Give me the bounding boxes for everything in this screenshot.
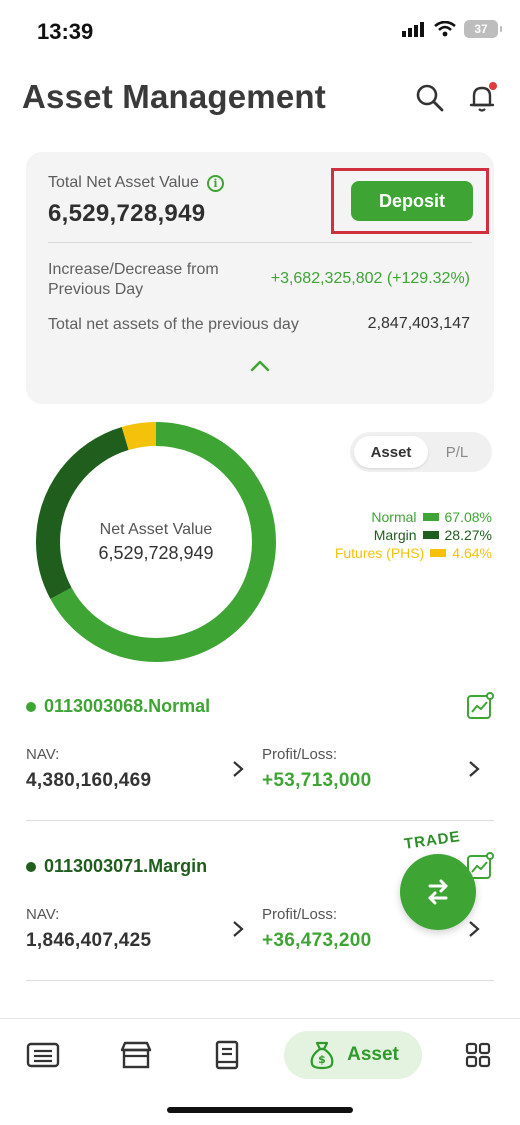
total-nav-label: Total Net Asset Value i: [48, 174, 224, 192]
header: Asset Management: [0, 62, 520, 142]
nav-asset-label: Asset: [347, 1044, 399, 1065]
chart-icon: [467, 692, 494, 719]
account-dot: [26, 701, 36, 712]
chevron-up-icon: [250, 360, 270, 372]
chevron-right-icon[interactable]: [468, 920, 480, 938]
chevron-right-icon[interactable]: [232, 920, 244, 938]
list-icon: [26, 1042, 60, 1068]
signal-icon: [402, 22, 424, 37]
account-divider: [26, 980, 494, 981]
donut-center-value: 6,529,728,949: [98, 542, 214, 563]
chart-legend: Normal 67.08% Margin 28.27% Futures (PHS…: [335, 508, 492, 562]
nav-asset[interactable]: $ Asset: [284, 1031, 422, 1079]
account-title: 0113003068.Normal: [26, 696, 210, 717]
card-divider: [48, 242, 472, 243]
previous-day-label: Total net assets of the previous day: [48, 316, 299, 333]
info-icon[interactable]: i: [206, 174, 224, 192]
legend-item-futures: Futures (PHS) 4.64%: [335, 544, 492, 562]
store-icon: [120, 1041, 152, 1069]
legend-swatch: [422, 531, 439, 539]
nav-book[interactable]: [209, 1039, 245, 1071]
change-label-line2: Previous Day: [48, 281, 144, 298]
account-title: 0113003071.Margin: [26, 856, 207, 877]
nav-list[interactable]: [25, 1039, 61, 1071]
change-label: Increase/Decrease from Previous Day: [48, 260, 219, 300]
nav-label: NAV:: [26, 906, 60, 923]
page-title: Asset Management: [22, 78, 326, 115]
deposit-highlight-frame: Deposit: [331, 168, 489, 234]
wifi-icon: [434, 21, 456, 37]
nav-market[interactable]: [118, 1039, 154, 1071]
chart-icon: [467, 852, 494, 879]
search-button[interactable]: [414, 82, 446, 114]
account-chart-button[interactable]: [466, 852, 494, 880]
legend-swatch: [430, 549, 447, 557]
legend-value: 4.64%: [452, 545, 492, 561]
nav-label: NAV:: [26, 746, 60, 763]
total-nav-value: 6,529,728,949: [48, 200, 206, 227]
pl-label: Profit/Loss:: [262, 746, 338, 763]
pl-value: +36,473,200: [262, 930, 372, 951]
pl-label: Profit/Loss:: [262, 906, 338, 923]
trade-button[interactable]: [400, 854, 476, 930]
nav-value: 4,380,160,469: [26, 770, 152, 791]
toggle-asset[interactable]: Asset: [354, 436, 428, 468]
donut-svg: [36, 422, 276, 662]
donut-center-label: Net Asset Value: [99, 520, 213, 538]
chevron-right-icon[interactable]: [468, 760, 480, 778]
legend-item-margin: Margin 28.27%: [335, 526, 492, 544]
status-time: 13:39: [37, 19, 94, 44]
trade-label: TRADE: [403, 828, 462, 853]
status-icons: 37: [402, 20, 502, 38]
nav-value: 1,846,407,425: [26, 930, 152, 951]
legend-value: 67.08%: [444, 509, 492, 525]
account-title-text: 0113003071.Margin: [44, 856, 208, 876]
search-icon: [416, 84, 444, 112]
status-bar: 13:39 37: [0, 0, 520, 62]
donut-center: Net Asset Value 6,529,728,949: [34, 420, 278, 664]
legend-name: Normal: [371, 509, 417, 525]
legend-swatch: [422, 513, 439, 521]
collapse-button[interactable]: [248, 358, 272, 374]
account-dot: [26, 861, 36, 872]
previous-day-value: 2,847,403,147: [367, 315, 470, 332]
deposit-button[interactable]: Deposit: [351, 181, 473, 221]
notification-dot: [489, 82, 497, 90]
change-value: +3,682,325,802 (+129.32%): [270, 270, 470, 287]
donut-segment-margin: [36, 422, 276, 662]
asset-donut-chart: Net Asset Value 6,529,728,949: [34, 420, 278, 664]
account-chart-button[interactable]: [466, 692, 494, 720]
battery-icon: 37: [464, 20, 502, 38]
pl-value: +53,713,000: [262, 770, 372, 791]
home-indicator: [167, 1107, 353, 1113]
swap-icon: [428, 879, 448, 905]
legend-name: Margin: [373, 527, 417, 543]
legend-item-normal: Normal 67.08%: [335, 508, 492, 526]
notification-button[interactable]: [466, 82, 498, 114]
legend-value: 28.27%: [444, 527, 492, 543]
account-divider: [26, 820, 494, 821]
svg-text:$: $: [318, 1053, 326, 1066]
summary-card: Total Net Asset Value i 6,529,728,949 De…: [26, 152, 494, 404]
bell-icon: [469, 86, 495, 112]
bottom-nav: $ Asset: [0, 1018, 520, 1125]
donut-segment-futures-phs: [36, 422, 276, 662]
legend-name: Futures (PHS): [334, 545, 425, 561]
change-label-line1: Increase/Decrease from: [48, 261, 219, 278]
chevron-right-icon[interactable]: [232, 760, 244, 778]
book-icon: [215, 1040, 239, 1070]
account-card-margin[interactable]: 0113003071.Margin NAV: 1,846,407,425 Pro…: [26, 852, 494, 966]
account-title-text: 0113003068.Normal: [44, 696, 211, 716]
grid-icon: [465, 1042, 491, 1068]
toggle-pl[interactable]: P/L: [445, 443, 469, 461]
total-nav-label-text: Total Net Asset Value: [48, 174, 199, 191]
asset-pl-toggle: Asset P/L: [350, 432, 492, 472]
nav-menu[interactable]: [460, 1039, 496, 1071]
account-card-normal[interactable]: 0113003068.Normal NAV: 4,380,160,469 Pro…: [26, 692, 494, 806]
money-bag-icon: $: [310, 1041, 334, 1070]
